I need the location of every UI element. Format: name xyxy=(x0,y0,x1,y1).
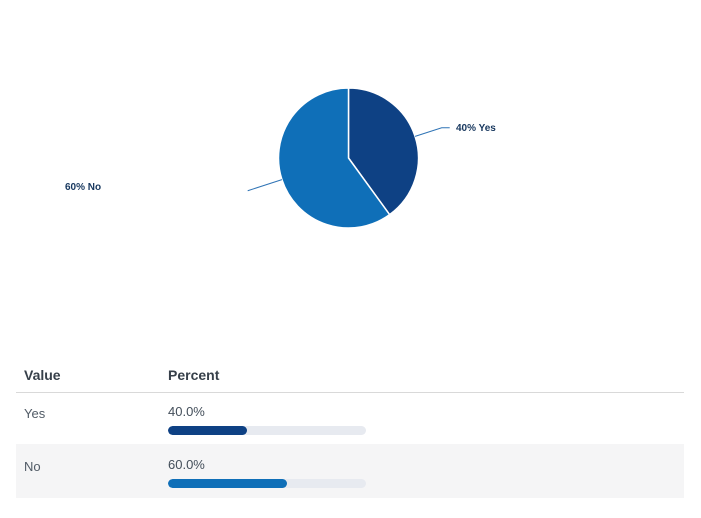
progress-bar-track xyxy=(168,479,366,488)
column-header-value: Value xyxy=(24,367,61,383)
results-table: Value Percent Yes 40.0% No 60.0% xyxy=(16,360,684,498)
pie-leader-line-yes xyxy=(414,127,450,137)
pie-chart xyxy=(247,87,450,229)
pie-label-no: 60% No xyxy=(65,182,102,193)
row-label: Yes xyxy=(24,406,46,421)
row-label: No xyxy=(24,459,41,474)
progress-bar-fill xyxy=(168,479,287,488)
percent-value: 40.0% xyxy=(168,404,205,419)
progress-bar-fill xyxy=(168,426,248,435)
table-header-row: Value Percent xyxy=(16,360,684,393)
pie-leader-line-no xyxy=(247,179,283,192)
table-row-yes: Yes 40.0% xyxy=(16,393,684,444)
column-header-percent: Percent xyxy=(168,367,220,383)
pie-slice-yes xyxy=(347,87,420,216)
percent-value: 60.0% xyxy=(168,457,205,472)
pie-chart-area: 40% Yes 60% No xyxy=(65,87,496,229)
progress-bar-track xyxy=(168,426,366,435)
table-row-no: No 60.0% xyxy=(16,444,684,498)
pie-label-yes: 40% Yes xyxy=(456,123,496,134)
